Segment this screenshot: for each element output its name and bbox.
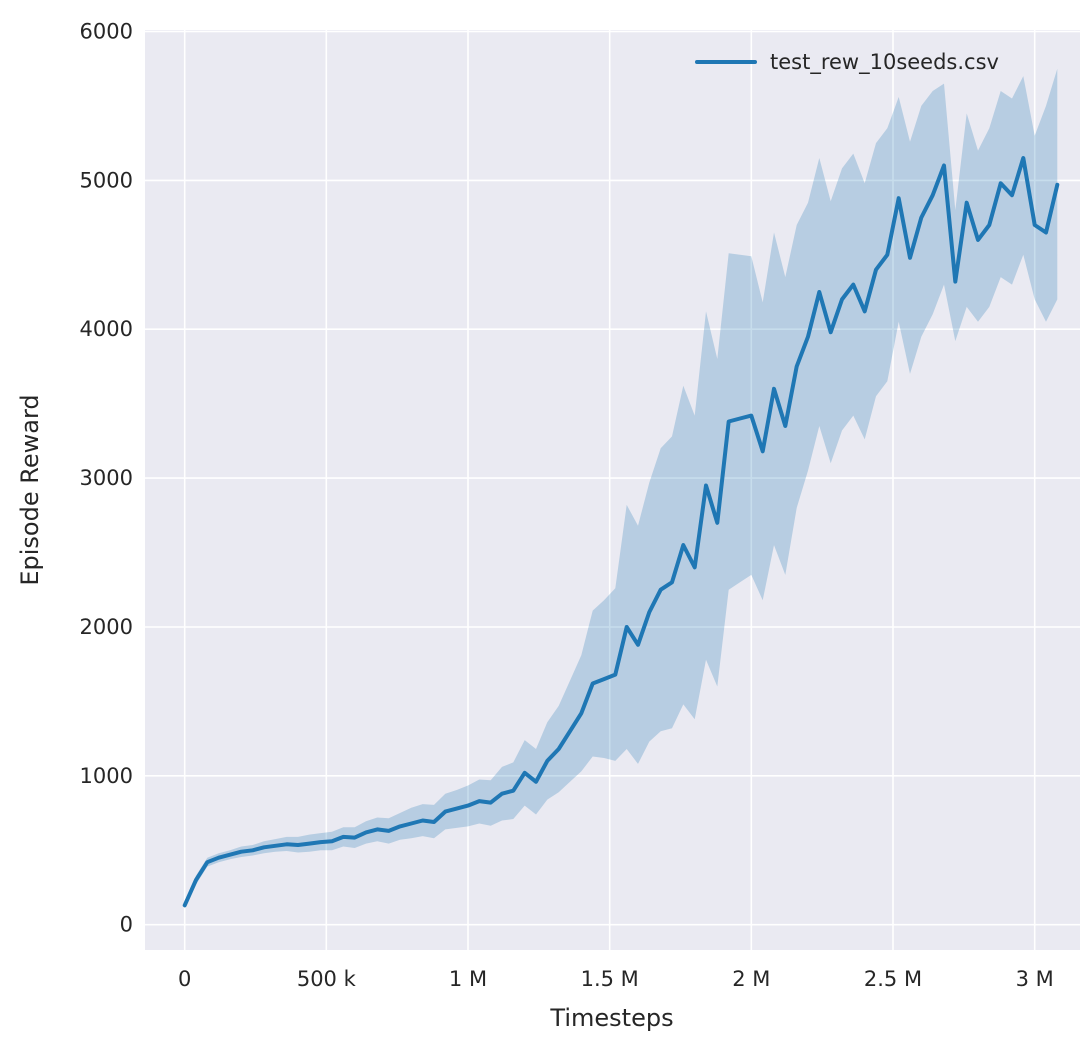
y-axis-title: Episode Reward (16, 394, 44, 586)
x-tick-label: 0 (178, 967, 191, 991)
plot-area (145, 30, 1080, 950)
confidence-band (184, 68, 1058, 909)
legend-label: test_rew_10seeds.csv (770, 50, 999, 74)
y-tick-label: 2000 (80, 615, 133, 639)
y-tick-label: 1000 (80, 764, 133, 788)
y-tick-label: 5000 (80, 168, 133, 192)
x-tick-label: 500 k (297, 967, 357, 991)
y-tick-label: 4000 (80, 317, 133, 341)
x-tick-label: 2 M (732, 967, 770, 991)
x-tick-label: 3 M (1016, 967, 1054, 991)
legend-line-swatch (695, 60, 757, 64)
legend: test_rew_10seeds.csv (695, 50, 999, 74)
mean-reward-line (182, 156, 1060, 908)
x-tick-label: 1.5 M (581, 967, 639, 991)
x-tick-label: 1 M (449, 967, 487, 991)
y-tick-label: 3000 (80, 466, 133, 490)
y-tick-label: 0 (120, 913, 133, 937)
x-axis-title: Timesteps (550, 1004, 674, 1032)
y-tick-label: 6000 (80, 20, 133, 44)
x-tick-label: 2.5 M (864, 967, 922, 991)
